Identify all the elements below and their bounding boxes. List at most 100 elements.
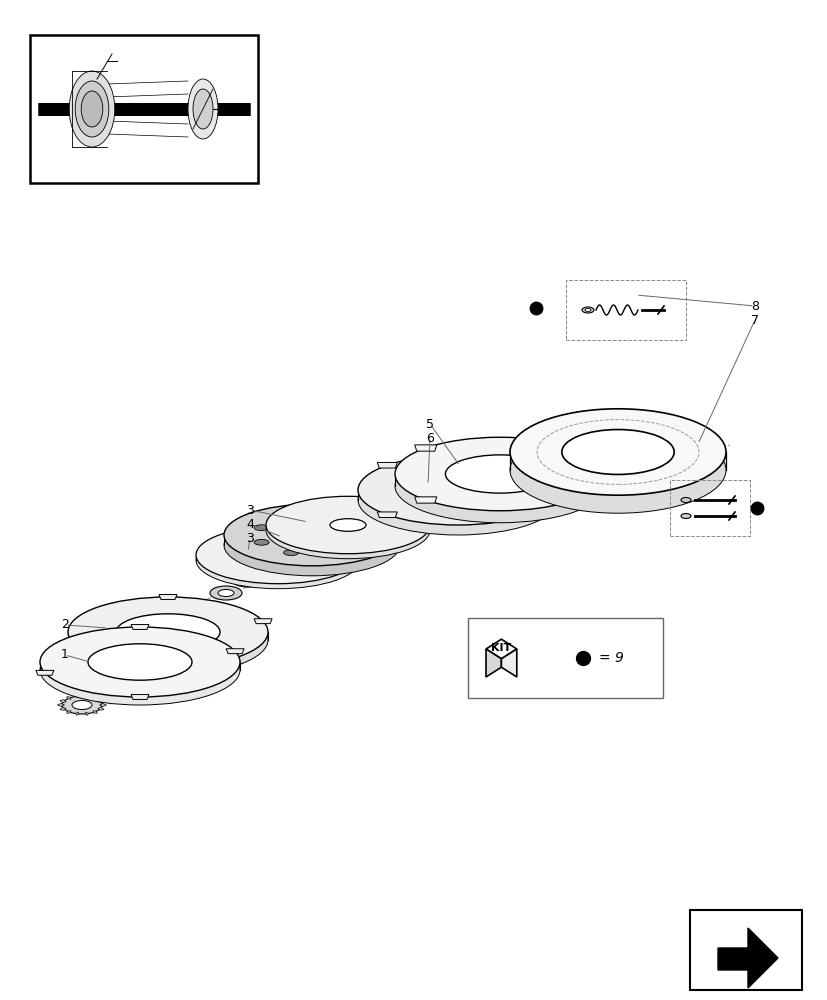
Text: 7: 7	[750, 314, 758, 326]
Ellipse shape	[75, 81, 108, 137]
Ellipse shape	[355, 525, 370, 531]
Ellipse shape	[196, 526, 360, 584]
Ellipse shape	[386, 502, 403, 510]
Polygon shape	[518, 462, 538, 468]
Ellipse shape	[357, 465, 557, 535]
Polygon shape	[98, 708, 104, 710]
Ellipse shape	[196, 531, 360, 589]
Ellipse shape	[72, 700, 92, 710]
Text: 8: 8	[750, 300, 758, 312]
Ellipse shape	[40, 627, 240, 697]
Ellipse shape	[254, 539, 269, 545]
Ellipse shape	[68, 605, 268, 675]
Ellipse shape	[562, 430, 673, 474]
Ellipse shape	[394, 437, 605, 511]
Ellipse shape	[224, 514, 399, 576]
Ellipse shape	[330, 524, 366, 536]
Ellipse shape	[680, 497, 691, 502]
Polygon shape	[501, 649, 516, 677]
Polygon shape	[159, 595, 177, 599]
Ellipse shape	[88, 644, 192, 680]
Polygon shape	[562, 445, 585, 451]
Bar	[689, 910, 801, 990]
Polygon shape	[377, 462, 397, 468]
Ellipse shape	[260, 549, 296, 561]
Polygon shape	[93, 711, 97, 713]
Ellipse shape	[265, 496, 429, 554]
Ellipse shape	[69, 71, 115, 147]
Polygon shape	[60, 700, 66, 702]
Ellipse shape	[405, 472, 509, 508]
Polygon shape	[75, 695, 79, 698]
Ellipse shape	[284, 514, 299, 520]
Polygon shape	[131, 695, 149, 699]
Polygon shape	[93, 697, 97, 699]
Ellipse shape	[68, 597, 268, 667]
Polygon shape	[414, 445, 436, 451]
Polygon shape	[99, 704, 107, 706]
Polygon shape	[64, 640, 82, 645]
Ellipse shape	[81, 91, 103, 127]
Polygon shape	[159, 665, 177, 669]
Ellipse shape	[40, 635, 240, 705]
Polygon shape	[85, 695, 88, 698]
Polygon shape	[57, 704, 65, 706]
Polygon shape	[85, 712, 88, 715]
Polygon shape	[485, 649, 501, 677]
Ellipse shape	[116, 622, 220, 658]
Ellipse shape	[292, 528, 331, 542]
Ellipse shape	[357, 455, 557, 525]
Ellipse shape	[116, 614, 220, 650]
Polygon shape	[75, 712, 79, 715]
Ellipse shape	[188, 79, 218, 139]
Ellipse shape	[232, 573, 264, 587]
Ellipse shape	[325, 550, 340, 556]
Polygon shape	[36, 670, 54, 675]
Polygon shape	[60, 708, 66, 710]
Polygon shape	[414, 497, 436, 503]
Polygon shape	[226, 649, 244, 654]
Text: 4: 4	[246, 518, 254, 530]
Ellipse shape	[88, 652, 192, 688]
Polygon shape	[67, 697, 71, 699]
Bar	[30, 35, 258, 183]
Ellipse shape	[265, 501, 429, 559]
Ellipse shape	[218, 589, 234, 596]
Ellipse shape	[407, 494, 423, 502]
Ellipse shape	[355, 539, 370, 545]
Ellipse shape	[260, 554, 296, 566]
Ellipse shape	[292, 538, 331, 552]
Polygon shape	[485, 639, 516, 659]
Polygon shape	[254, 619, 272, 624]
Polygon shape	[131, 625, 149, 629]
Bar	[669, 480, 749, 536]
Text: 6: 6	[426, 432, 433, 444]
Ellipse shape	[224, 504, 399, 566]
Text: = 9: = 9	[598, 651, 623, 665]
Polygon shape	[518, 512, 538, 518]
Polygon shape	[717, 928, 777, 988]
Ellipse shape	[405, 482, 509, 518]
Polygon shape	[98, 700, 104, 702]
Ellipse shape	[445, 467, 554, 505]
Ellipse shape	[284, 550, 299, 556]
Text: 3: 3	[246, 504, 254, 516]
Polygon shape	[562, 497, 585, 503]
Bar	[566, 280, 686, 340]
Ellipse shape	[445, 455, 554, 493]
Ellipse shape	[210, 586, 241, 600]
Ellipse shape	[509, 409, 725, 495]
Ellipse shape	[62, 696, 102, 714]
Ellipse shape	[240, 576, 256, 584]
Text: KIT: KIT	[490, 643, 511, 653]
Ellipse shape	[394, 449, 605, 523]
Text: 3: 3	[246, 532, 254, 544]
Ellipse shape	[193, 89, 213, 129]
Bar	[467, 618, 662, 698]
Polygon shape	[67, 711, 71, 713]
Ellipse shape	[399, 491, 431, 505]
Ellipse shape	[509, 427, 725, 513]
Ellipse shape	[581, 307, 593, 313]
Text: 1: 1	[61, 648, 69, 662]
Polygon shape	[377, 512, 397, 518]
